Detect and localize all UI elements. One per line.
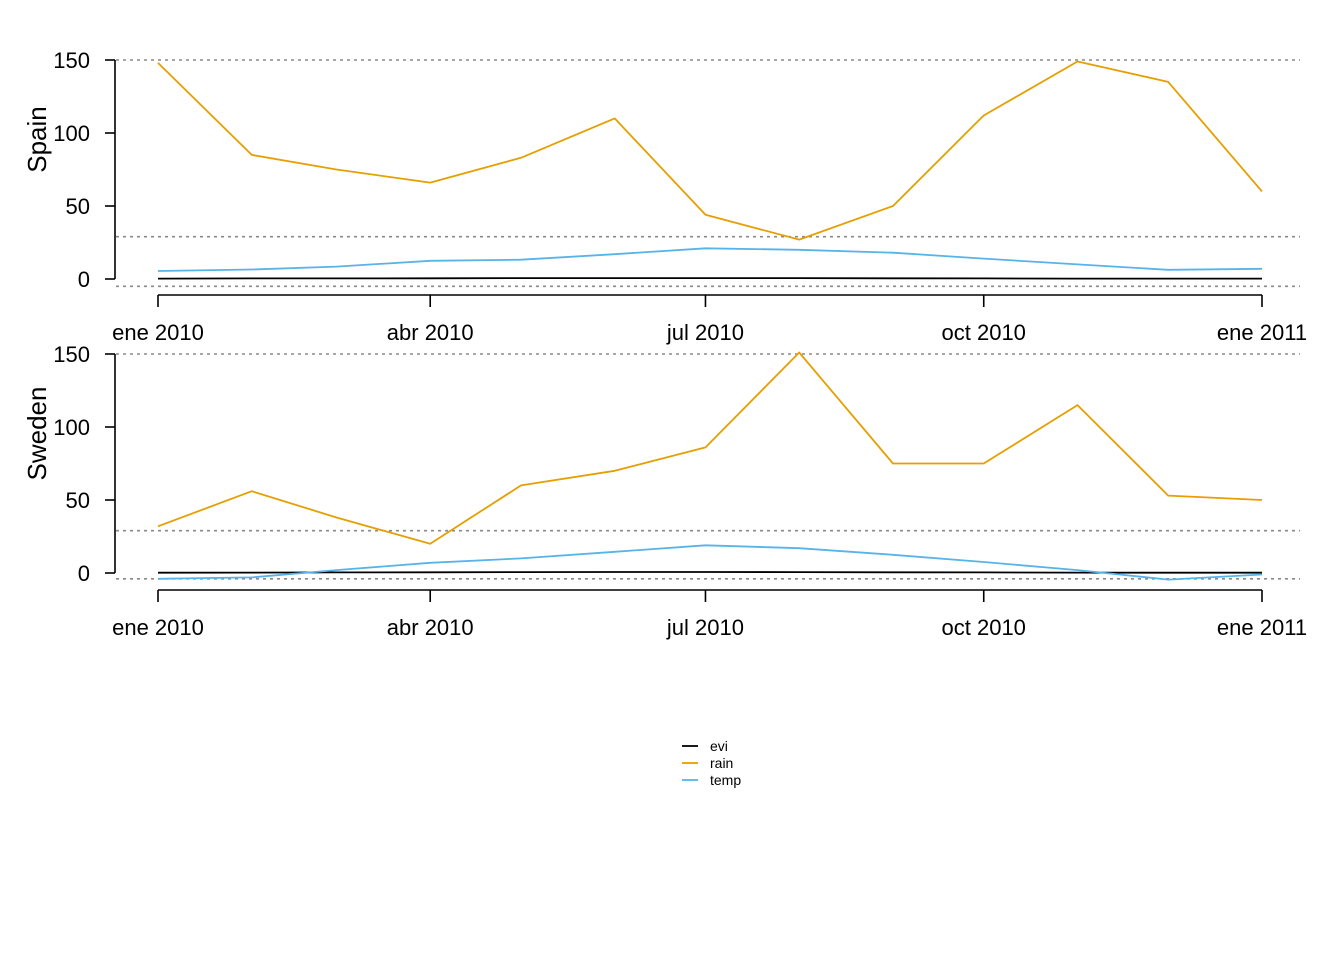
x-tick-label: jul 2010 <box>666 320 744 345</box>
y-axis-label: Sweden <box>22 387 52 481</box>
x-tick-label: ene 2010 <box>112 615 204 640</box>
legend-item-temp: temp <box>682 772 741 788</box>
series-line-evi <box>157 571 1262 574</box>
legend-item-rain: rain <box>682 755 733 771</box>
x-tick-label: abr 2010 <box>387 615 474 640</box>
y-tick-label: 150 <box>53 48 90 73</box>
y-tick-label: 100 <box>53 415 90 440</box>
y-tick-label: 50 <box>66 488 90 513</box>
series-line-temp <box>157 247 1263 272</box>
legend-label: temp <box>710 772 741 788</box>
legend-item-evi: evi <box>682 738 728 754</box>
x-tick-label: abr 2010 <box>387 320 474 345</box>
y-tick-label: 50 <box>66 194 90 219</box>
series-line-rain <box>157 60 1263 241</box>
y-tick-label: 150 <box>53 342 90 367</box>
series-line-evi <box>157 277 1262 280</box>
series-line-temp <box>157 544 1263 581</box>
panel-spain: 0 50 100 150 Spain ene 2010 abr 2010 jul 2010 oc… <box>22 48 1307 345</box>
y-tick-label: 0 <box>78 561 90 586</box>
x-tick-label: ene 2011 <box>1217 615 1307 640</box>
legend-label: rain <box>710 755 733 771</box>
x-tick-label: oct 2010 <box>942 615 1026 640</box>
legend-label: evi <box>710 738 728 754</box>
y-tick-label: 0 <box>78 267 90 292</box>
x-tick-label: ene 2011 <box>1217 320 1307 345</box>
x-tick-label: oct 2010 <box>942 320 1026 345</box>
x-tick-label: jul 2010 <box>666 615 744 640</box>
chart-panels: 0 50 100 150 Spain ene 2010 abr 2010 jul 2010 oc… <box>22 48 1307 640</box>
x-tick-label: ene 2010 <box>112 320 204 345</box>
y-axis-label: Spain <box>22 106 52 173</box>
y-tick-label: 100 <box>53 121 90 146</box>
series-line-rain <box>157 351 1263 545</box>
